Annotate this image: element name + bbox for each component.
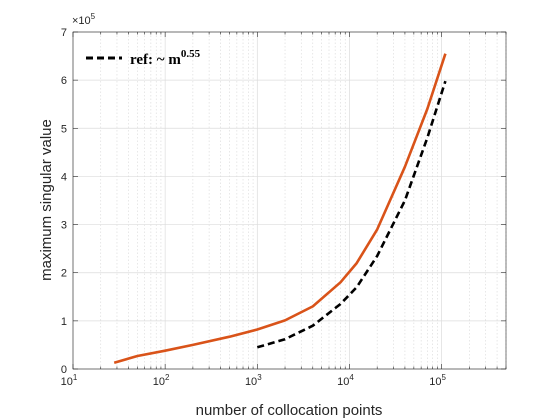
y-tick-label: 6 [61, 75, 67, 87]
tick-labels: 101 102 103 104 105 0 1 2 3 4 5 6 7 [61, 27, 447, 388]
y-multiplier: ×105 [72, 12, 96, 27]
x-axis-label: number of collocation points [196, 402, 383, 419]
y-tick-label: 7 [61, 27, 67, 39]
y-tick-label: 5 [61, 123, 67, 135]
series-line-0 [113, 53, 447, 364]
x-tick-label: 103 [245, 373, 262, 388]
y-multiplier-base: ×10 [72, 15, 91, 27]
x-tick-label: 101 [61, 373, 78, 388]
x-tick-label: 102 [153, 373, 170, 388]
y-multiplier-exp: 5 [91, 12, 96, 21]
y-tick-label: 3 [61, 220, 67, 232]
x-tick-label: 104 [337, 373, 354, 388]
legend-label-ref: ref: ~ m0.55 [130, 48, 201, 68]
axes-box [72, 31, 507, 370]
legend-label-ref-base: ref: ~ m [130, 52, 181, 68]
legend: ref: ~ m0.55 [86, 48, 201, 68]
y-tick-label: 0 [61, 364, 67, 376]
y-axis-label: maximum singular value [38, 119, 55, 281]
x-tick-label: 105 [429, 373, 446, 388]
y-tick-label: 4 [61, 171, 67, 183]
y-tick-label: 2 [61, 268, 67, 280]
y-tick-label: 1 [61, 316, 67, 328]
ticks [72, 31, 507, 370]
series-line-1 [256, 80, 447, 349]
legend-label-ref-exp: 0.55 [181, 48, 201, 60]
series-layer [113, 53, 447, 364]
